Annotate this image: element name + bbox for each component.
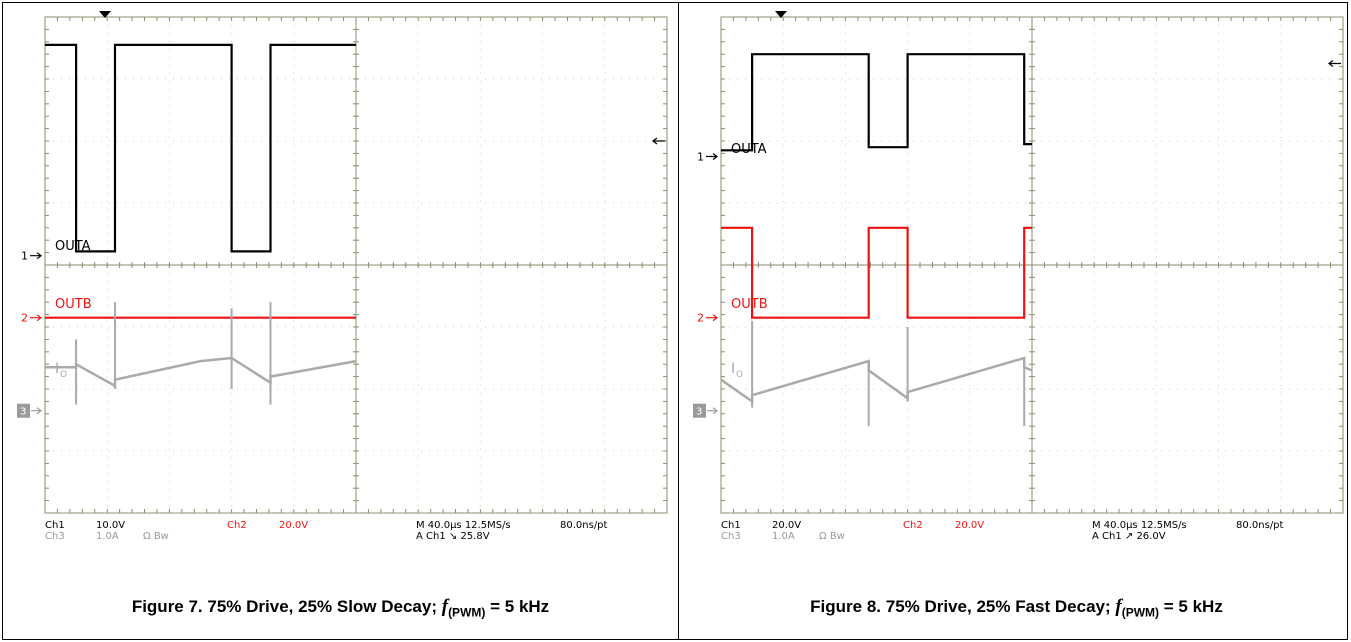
trace-outa: [721, 53, 1032, 152]
caption-prefix: Figure 8. 75% Drive, 25% Fast Decay;: [810, 597, 1116, 616]
channel-3-marker: 3: [696, 407, 702, 418]
caption-suffix: = 5 kHz: [485, 597, 550, 616]
readout-ch3: Ch3: [721, 531, 741, 542]
caption-sub: (PWM): [1121, 605, 1160, 620]
caption-prefix: Figure 7. 75% Drive, 25% Slow Decay;: [131, 597, 442, 616]
channel-3-arrow: [707, 407, 718, 415]
trigger-position-marker: [775, 11, 787, 18]
channel-2-marker: 2: [697, 312, 704, 325]
readout-ch3-flags: Ω Bw: [819, 531, 845, 542]
caption-figure-8: Figure 8. 75% Drive, 25% Fast Decay; f(P…: [679, 596, 1351, 619]
caption-figure-7: Figure 7. 75% Drive, 25% Slow Decay; f(P…: [3, 596, 678, 619]
channel-1-arrow: [706, 153, 718, 160]
channel-1-marker: 1: [697, 151, 704, 164]
channel-3-marker-box: [693, 403, 706, 418]
label-outa: OUTA: [731, 142, 767, 157]
trigger-level-arrow: [652, 137, 665, 145]
readout-ch3-scale: 1.0A: [772, 531, 795, 542]
channel-2-arrow: [30, 314, 42, 322]
readout-timebase: M 40.0µs 12.5MS/s: [416, 520, 511, 531]
channel-3-marker-box: [17, 403, 30, 418]
readout-ch3: Ch3: [45, 531, 65, 542]
readout-ch3-flags: Ω Bw: [143, 531, 169, 542]
readout-resolution: 80.0ns/pt: [560, 520, 608, 531]
trace-outa: [45, 43, 356, 253]
readout-ch2: Ch2: [227, 520, 247, 531]
caption-sub: (PWM): [448, 605, 486, 620]
label-outb: OUTB: [731, 297, 768, 312]
caption-suffix: = 5 kHz: [1159, 597, 1223, 616]
trigger-level-arrow: [1328, 60, 1341, 67]
graticule: [44, 16, 668, 514]
readout-ch1-scale: 20.0V: [772, 520, 801, 531]
panel-divider: [678, 2, 679, 640]
label-io: I: [731, 361, 735, 377]
readout-timebase: M 40.0µs 12.5MS/s: [1092, 520, 1187, 531]
label-outa: OUTA: [55, 239, 91, 254]
scope-figure-7: OUTA OUTB I O 1 2 3 Ch1 10.0V Ch2 20.0V Ch3 1.0A Ω Bw…: [17, 11, 668, 542]
trace-outb: [721, 226, 1032, 319]
label-io: I: [55, 361, 59, 377]
readout-ch1: Ch1: [45, 520, 65, 531]
label-io-sub: O: [736, 370, 743, 380]
readout-ch2-scale: 20.0V: [955, 520, 984, 531]
channel-1-arrow: [30, 252, 42, 260]
readout-trigger: A Ch1 ↘ 25.8V: [416, 531, 490, 542]
channel-3-marker: 3: [20, 407, 26, 418]
readout-ch2: Ch2: [903, 520, 923, 531]
scope-figure-8: OUTA OUTB I O 1 2 3 Ch1 20.0V Ch2 20.0V Ch3 1.0A Ω Bw…: [693, 11, 1344, 542]
readout-ch3-scale: 1.0A: [96, 531, 119, 542]
label-io-sub: O: [60, 370, 67, 380]
panel-figure-7: OUTA OUTB I O 1 2 3 Ch1 10.0V Ch2 20.0V Ch3 1.0A Ω Bw…: [3, 3, 678, 639]
readout-ch2-scale: 20.0V: [279, 520, 308, 531]
channel-3-arrow: [31, 407, 42, 415]
readout-ch1-scale: 10.0V: [96, 520, 125, 531]
channel-1-marker: 1: [21, 250, 28, 263]
trigger-position-marker: [99, 11, 111, 18]
readout-trigger: A Ch1 ↗ 26.0V: [1092, 531, 1166, 542]
caption-f: f: [441, 596, 449, 617]
trace-i: [45, 356, 357, 389]
channel-2-marker: 2: [21, 312, 28, 325]
channel-2-arrow: [706, 314, 718, 322]
trace-i: [720, 356, 1033, 404]
readout-ch1: Ch1: [721, 520, 741, 531]
caption-f: f: [1115, 596, 1122, 617]
readout-resolution: 80.0ns/pt: [1236, 520, 1284, 531]
panel-figure-8: OUTA OUTB I O 1 2 3 Ch1 20.0V Ch2 20.0V Ch3 1.0A Ω Bw…: [679, 3, 1351, 639]
graticule: [720, 16, 1344, 514]
label-outb: OUTB: [55, 297, 92, 312]
